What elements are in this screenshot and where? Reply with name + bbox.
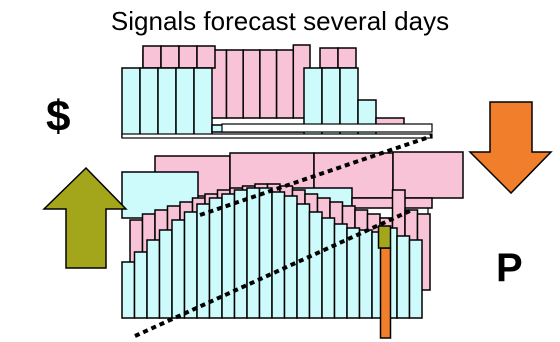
bottom-front-bar bbox=[246, 187, 261, 319]
bottom-front-bar bbox=[121, 261, 136, 319]
top-baseline bbox=[121, 133, 433, 139]
top-front-bar bbox=[121, 67, 141, 138]
top-baseline bbox=[221, 123, 433, 133]
bottom-front-bar bbox=[333, 223, 348, 319]
bottom-front-bar bbox=[283, 195, 298, 319]
bottom-front-bar bbox=[308, 211, 323, 319]
bottom-front-bar bbox=[408, 239, 423, 319]
top-back-bar bbox=[142, 45, 162, 69]
highlight-bar bbox=[379, 247, 392, 339]
top-back-bar bbox=[178, 45, 198, 69]
bottom-front-bar bbox=[196, 203, 211, 319]
bottom-front-bar bbox=[146, 239, 161, 319]
top-back-bar bbox=[337, 47, 357, 69]
bottom-front-bar bbox=[183, 211, 198, 319]
forecast-line bbox=[134, 208, 413, 338]
up-arrow-icon bbox=[42, 166, 128, 269]
p-label: P bbox=[496, 246, 523, 290]
top-band bbox=[121, 44, 433, 139]
top-back-bar bbox=[259, 49, 278, 119]
top-back-bar bbox=[242, 49, 261, 119]
top-front-bar bbox=[139, 67, 159, 138]
forecast-line bbox=[199, 134, 433, 217]
bottom-front-bar bbox=[233, 189, 248, 319]
bottom-front-bar bbox=[271, 191, 286, 319]
top-front-bar bbox=[175, 67, 195, 138]
bottom-band bbox=[121, 183, 431, 339]
top-back-bar bbox=[160, 45, 180, 69]
arrows bbox=[42, 101, 553, 269]
bottom-front-bar bbox=[396, 235, 411, 319]
down-arrow-icon bbox=[468, 101, 553, 195]
top-back-bar bbox=[196, 45, 216, 69]
dollar-label: $ bbox=[46, 92, 71, 141]
forecast-lines bbox=[134, 134, 433, 338]
bottom-front-bar bbox=[258, 187, 273, 319]
top-front-bar bbox=[157, 67, 177, 138]
bottom-front-bar bbox=[221, 193, 236, 319]
top-front-bar bbox=[193, 67, 213, 138]
top-back-bar bbox=[225, 49, 244, 119]
bottom-front-bar bbox=[158, 229, 173, 319]
bottom-front-bar bbox=[321, 217, 336, 319]
top-back-bar bbox=[275, 49, 295, 119]
bottom-front-bar bbox=[133, 251, 148, 319]
bottom-front-bar bbox=[346, 227, 361, 319]
bottom-front-bar bbox=[358, 229, 373, 319]
highlight-marker bbox=[377, 225, 392, 249]
page-title: Signals forecast several days bbox=[110, 6, 450, 36]
top-back-bar bbox=[319, 47, 339, 69]
bottom-front-bar bbox=[171, 219, 186, 319]
